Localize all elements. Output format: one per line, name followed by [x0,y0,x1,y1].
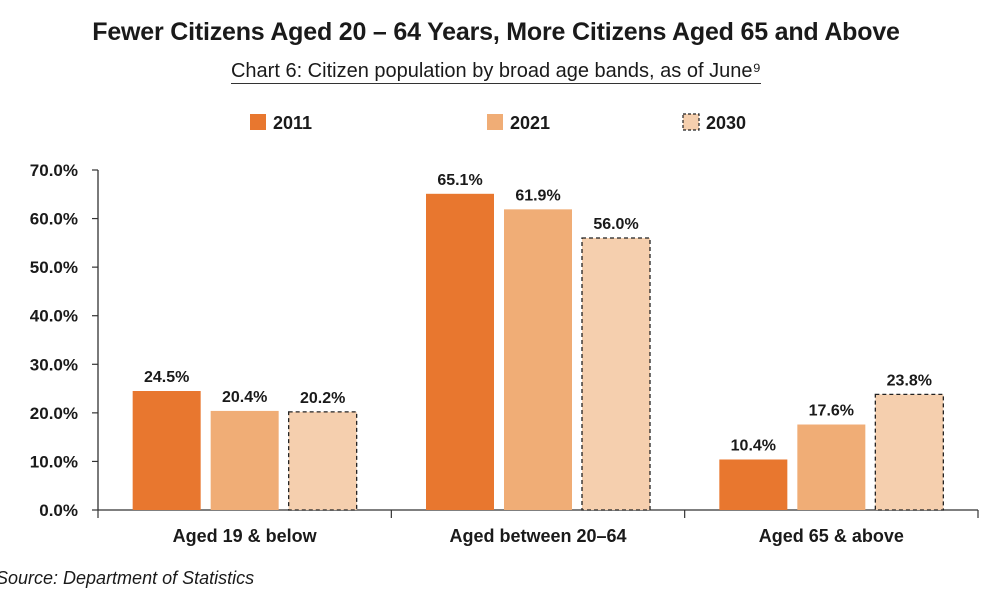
bar-2021-1 [210,410,279,510]
data-label-2021-1: 20.4% [222,389,267,406]
bar-2011-2 [426,193,494,511]
data-label-2011-3: 10.4% [731,437,776,454]
legend-swatch-2011 [250,114,266,130]
y-tick-label: 20.0% [30,404,78,423]
data-label-2030-1: 20.2% [300,390,345,407]
legend-swatch-2021 [487,114,503,130]
source-note: Source: Department of Statistics [0,568,255,588]
legend-label-2011: 2011 [273,113,312,133]
bar-2021-2 [504,209,572,511]
y-tick-label: 60.0% [30,210,78,229]
data-label-2030-2: 56.0% [593,216,638,233]
x-category-label: Aged 19 & below [173,526,318,546]
bar-2011-1 [132,391,201,510]
bar-2030-2 [581,237,651,511]
y-tick-label: 10.0% [30,452,78,471]
y-tick-label: 40.0% [30,307,78,326]
data-label-2030-3: 23.8% [887,372,932,389]
bar-2030-1 [288,411,358,511]
bar-2011-3 [719,459,788,510]
chart-title: Fewer Citizens Aged 20 – 64 Years, More … [92,18,900,46]
legend-label-2030: 2030 [706,113,746,133]
data-label-2021-2: 61.9% [515,187,560,204]
bar-2030-3 [874,393,944,511]
data-label-2021-3: 17.6% [809,403,854,420]
bar-2021-3 [797,424,866,510]
chart-subtitle: Chart 6: Citizen population by broad age… [0,60,992,84]
y-tick-label: 70.0% [30,161,78,180]
legend-label-2021: 2021 [510,113,550,133]
data-label-2011-2: 65.1% [437,172,482,189]
x-category-label: Aged 65 & above [759,526,904,546]
chart-subtitle-text: Chart 6: Citizen population by broad age… [230,60,762,84]
y-tick-label: 50.0% [30,258,78,277]
x-category-label: Aged between 20–64 [449,526,626,546]
data-label-2011-1: 24.5% [144,369,189,386]
y-tick-label: 0.0% [39,501,78,520]
y-tick-label: 30.0% [30,355,78,374]
legend-swatch-2030 [682,113,700,131]
